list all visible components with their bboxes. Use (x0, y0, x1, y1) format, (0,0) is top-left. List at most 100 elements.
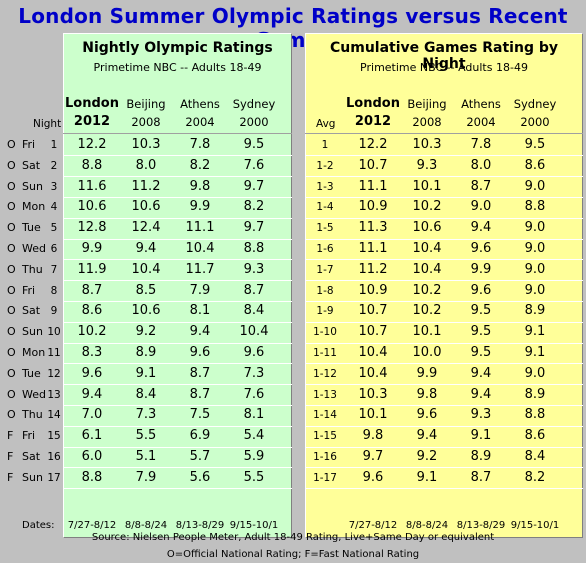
nightly-rating-cell: 5.4 (243, 428, 265, 444)
row-divider (63, 384, 292, 386)
row-divider (305, 446, 583, 448)
rating-type-label: O (7, 179, 16, 193)
nightly-rating-cell: 8.7 (243, 282, 265, 298)
nightly-rating-cell: 10.6 (77, 199, 107, 215)
cumulative-rating-cell: 10.7 (358, 324, 388, 340)
nightly-rating-cell: 8.6 (81, 303, 103, 319)
cumulative-avg-label: 1-3 (316, 180, 334, 193)
cumulative-rating-cell: 8.7 (470, 469, 492, 485)
nightly-rating-cell: 8.8 (81, 157, 103, 173)
cumulative-column-header: Sydney 2000 (513, 97, 557, 129)
rating-type-label: O (7, 262, 16, 276)
cumulative-rating-cell: 10.4 (412, 261, 442, 277)
nightly-rating-cell: 8.1 (243, 407, 265, 423)
cumulative-rating-cell: 10.9 (358, 199, 388, 215)
cumulative-rating-cell: 9.5 (470, 324, 492, 340)
nightly-rating-cell: 11.7 (185, 261, 215, 277)
cumulative-row-header: Avg (316, 118, 336, 130)
nightly-rating-cell: 9.9 (81, 241, 103, 256)
cumulative-rating-cell: 9.0 (524, 178, 546, 194)
nightly-rating-cell: 7.9 (189, 282, 211, 298)
nightly-rating-cell: 6.0 (81, 449, 103, 464)
cumulative-rating-cell: 9.1 (416, 469, 438, 485)
day-label: Tue (22, 221, 41, 235)
cumulative-rating-cell: 9.5 (470, 345, 492, 360)
row-divider (63, 404, 292, 406)
dates-label: Dates: (22, 520, 55, 531)
rating-type-label: O (7, 325, 16, 339)
nightly-rating-cell: 5.6 (189, 469, 211, 485)
night-label: 17 (47, 471, 61, 484)
nightly-rating-cell: 10.6 (131, 199, 161, 215)
cumulative-avg-label: 1-5 (316, 222, 334, 235)
nightly-rating-cell: 8.8 (81, 469, 103, 485)
rating-type-label: O (7, 387, 16, 401)
nightly-rating-cell: 8.7 (81, 282, 103, 298)
nightly-rating-cell: 12.4 (131, 220, 161, 236)
cumulative-column-header: London 2012 (346, 96, 400, 129)
cumulative-avg-label: 1 (321, 139, 329, 151)
cumulative-rating-cell: 10.4 (412, 241, 442, 256)
cumulative-rating-cell: 10.1 (412, 178, 442, 194)
cumulative-rating-cell: 10.4 (358, 345, 388, 360)
row-divider (63, 238, 292, 240)
nightly-rating-cell: 10.2 (77, 324, 107, 340)
cumulative-rating-cell: 9.7 (362, 449, 384, 464)
source-note: Source: Nielsen People Meter, Adult 18-4… (91, 532, 495, 543)
cumulative-column-header: Athens 2004 (461, 97, 501, 129)
nightly-rating-cell: 9.6 (81, 365, 103, 381)
cumulative-rating-cell: 9.9 (416, 365, 438, 381)
cumulative-rating-cell: 9.9 (470, 261, 492, 277)
night-label: 2 (50, 159, 58, 172)
cumulative-avg-label: 1-12 (313, 367, 337, 380)
cumulative-dates-cell: 8/8-8/24 (405, 520, 449, 531)
rating-type-label: O (7, 304, 16, 318)
rating-type-label: F (7, 429, 14, 443)
night-label: 3 (50, 180, 58, 193)
day-label: Thu (22, 408, 43, 422)
nightly-rating-cell: 6.9 (189, 428, 211, 444)
nightly-column-header: Beijing 2008 (126, 97, 166, 129)
cumulative-rating-cell: 10.9 (358, 282, 388, 298)
cumulative-rating-cell: 11.3 (358, 220, 388, 236)
night-label: 4 (50, 201, 58, 214)
row-divider (63, 425, 292, 427)
nightly-column-header: Sydney 2000 (232, 97, 276, 129)
cumulative-rating-cell: 9.4 (416, 428, 438, 444)
cumulative-rating-cell: 9.6 (470, 282, 492, 298)
cumulative-rating-cell: 11.1 (358, 178, 388, 194)
row-divider (63, 300, 292, 302)
day-label: Tue (22, 366, 41, 380)
cumulative-rating-cell: 9.6 (470, 241, 492, 256)
nightly-rating-cell: 8.4 (135, 386, 157, 402)
nightly-rating-cell: 8.4 (243, 303, 265, 319)
night-label: 9 (50, 305, 58, 318)
nightly-rating-cell: 8.0 (135, 157, 157, 173)
nightly-rating-cell: 7.3 (243, 365, 265, 381)
cumulative-rating-cell: 11.2 (358, 261, 388, 277)
nightly-rating-cell: 8.3 (81, 345, 103, 360)
cumulative-rating-cell: 9.0 (470, 199, 492, 215)
cumulative-rating-cell: 8.9 (470, 449, 492, 464)
row-divider (63, 155, 292, 157)
cumulative-rating-cell: 11.1 (358, 241, 388, 256)
row-divider (305, 384, 583, 386)
nightly-rating-cell: 8.2 (189, 157, 211, 173)
cumulative-avg-label: 1-4 (316, 201, 334, 214)
cumulative-rating-cell: 8.6 (524, 157, 546, 173)
rating-type-label: O (7, 346, 16, 359)
rating-legend: O=Official National Rating; F=Fast Natio… (166, 549, 420, 560)
nightly-column-header: London 2012 (65, 96, 119, 129)
nightly-rating-cell: 9.3 (243, 261, 265, 277)
row-divider (305, 342, 583, 344)
nightly-rating-cell: 12.8 (77, 220, 107, 236)
night-label: 12 (47, 367, 61, 380)
rating-type-label: O (7, 138, 16, 151)
cumulative-dates-cell: 7/27-8/12 (348, 520, 398, 531)
nightly-ratings-panel: Nightly Olympic Ratings Primetime NBC --… (63, 33, 292, 538)
nightly-rating-cell: 9.2 (135, 324, 157, 340)
row-divider (305, 176, 583, 178)
nightly-rating-cell: 8.8 (243, 241, 265, 256)
cumulative-rating-cell: 9.1 (524, 324, 546, 340)
cumulative-rating-cell: 9.6 (416, 407, 438, 423)
